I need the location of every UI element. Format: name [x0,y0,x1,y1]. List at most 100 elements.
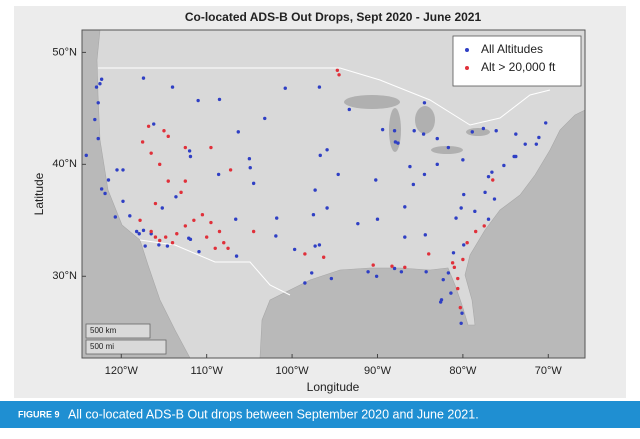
data-point [441,277,445,282]
data-point [84,153,88,158]
x-tick-label: 70°W [535,365,563,377]
data-point [460,311,464,315]
data-point [149,229,153,234]
data-point [375,217,380,221]
data-point [483,190,487,195]
data-point [451,251,456,255]
data-point [292,247,297,252]
plot-frame [81,29,586,359]
data-point [137,232,141,236]
data-point [183,224,188,228]
data-point [311,213,316,217]
data-point [188,154,193,159]
data-point [183,145,188,150]
data-point [247,157,252,161]
legend-marker [465,66,469,70]
data-point [157,243,161,247]
data-point [113,215,118,219]
data-point [310,271,314,275]
data-point [141,228,146,233]
data-point [462,243,466,247]
data-point [146,124,151,128]
data-point [303,252,307,256]
data-point [459,321,463,325]
data-point [412,129,416,133]
data-point [234,254,239,258]
data-point [153,201,158,206]
data-point [482,224,486,228]
y-tick-label: 50°N [52,46,77,58]
data-point [317,243,322,247]
data-point [446,271,451,275]
data-point [162,129,166,133]
data-point [335,68,340,73]
lake-huron [415,106,435,134]
map [82,30,585,358]
data-point [329,276,334,281]
data-point [481,126,486,131]
data-point [393,140,398,144]
data-point [163,235,168,239]
legend: All Altitudes Alt > 20,000 ft [452,35,582,87]
data-point [374,274,379,278]
data-point [374,178,378,182]
data-point [94,85,99,89]
caption-label: FIGURE 9 [18,409,60,419]
data-point [380,127,385,132]
data-point [200,213,205,217]
caption-bar [0,401,640,428]
data-point [174,195,178,199]
data-point [534,142,539,146]
data-point [217,97,222,102]
data-point [470,130,474,134]
data-point [325,148,329,152]
data-point [411,182,416,187]
data-point [450,261,455,265]
data-point [399,270,404,274]
data-point [143,244,147,248]
data-point [337,73,341,77]
data-point [166,179,170,183]
data-point [514,132,518,136]
data-point [183,179,188,183]
data-point [213,246,217,250]
data-point [473,209,477,214]
data-point [103,191,107,196]
data-point [544,121,548,125]
x-tick-label: 110°W [191,365,224,377]
data-point [115,168,119,172]
data-point [153,235,158,239]
data-point [166,134,170,139]
data-point [492,197,497,201]
data-point [458,305,463,310]
data-point [160,206,164,210]
data-point [490,170,494,174]
data-point [465,240,469,245]
data-point [98,82,102,86]
data-point [486,174,491,179]
data-point [318,153,322,158]
x-tick-label: 80°W [449,365,477,377]
lake-superior [344,95,400,109]
data-point [121,168,125,172]
data-point [170,85,175,89]
data-point [192,218,196,223]
data-point [303,281,307,285]
data-point [140,140,145,144]
data-point [473,229,478,234]
data-point [403,205,407,209]
data-point [347,107,351,112]
data-point [461,257,465,262]
caption-text: All co-located ADS-B Out drops between S… [68,407,479,421]
border-canada [98,67,551,126]
data-point [165,244,170,248]
data-point [141,76,146,80]
x-axis-label: Longitude [307,380,360,394]
data-point [449,291,453,295]
data-point [356,221,360,226]
data-point [209,145,213,150]
data-point [514,154,518,159]
data-point [371,263,375,267]
data-point [251,229,256,234]
